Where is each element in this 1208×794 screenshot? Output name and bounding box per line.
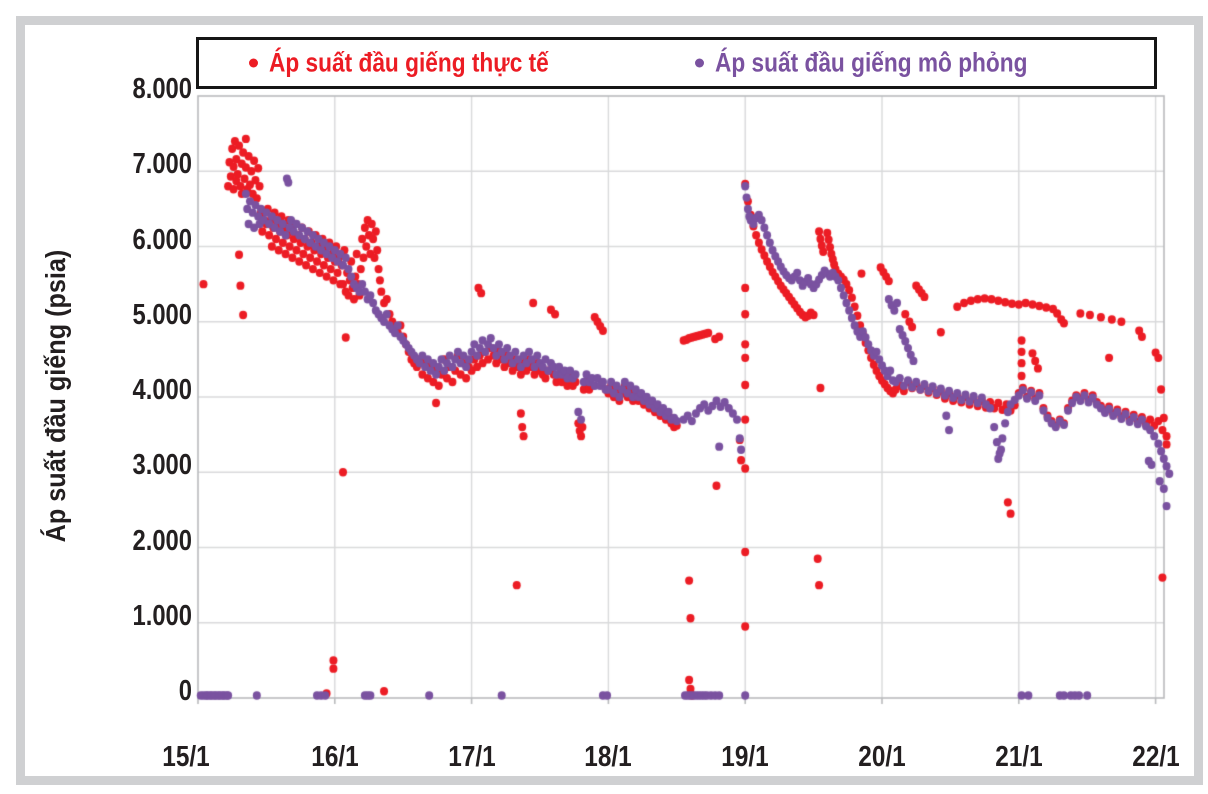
- x-tick-label: 20/1: [858, 741, 906, 773]
- y-tick-label: 1.000: [132, 599, 192, 632]
- x-tick-label: 21/1: [995, 741, 1043, 773]
- y-tick-label: 0: [178, 675, 192, 707]
- y-tick-label: 7.000: [132, 148, 192, 181]
- legend-item-simulated: Áp suất đầu giếng mô phỏng: [695, 48, 1087, 79]
- x-tick-label: 17/1: [447, 741, 496, 773]
- y-tick-label: 3.000: [132, 449, 192, 482]
- y-tick-label: 2.000: [132, 524, 192, 557]
- y-tick-label: 4.000: [132, 374, 192, 406]
- y-tick-label: 5.000: [132, 298, 192, 331]
- y-tick-label: 6.000: [132, 223, 192, 256]
- legend-label-actual: Áp suất đầu giếng thực tế: [269, 47, 549, 78]
- legend-marker-simulated-icon: [695, 58, 704, 68]
- x-tick-label: 18/1: [584, 741, 633, 773]
- legend-marker-actual-icon: [249, 58, 258, 68]
- legend: Áp suất đầu giếng thực tế Áp suất đầu gi…: [196, 37, 1157, 89]
- x-tick-label: 22/1: [1131, 741, 1180, 773]
- x-tick-label: 16/1: [311, 741, 359, 773]
- x-tick-label: 19/1: [721, 741, 769, 773]
- y-axis-title: Áp suất đầu giếng (psia): [40, 249, 71, 543]
- y-tick-label: 8.000: [132, 73, 192, 105]
- x-tick-label: 15/1: [162, 741, 210, 773]
- legend-label-simulated: Áp suất đầu giếng mô phỏng: [715, 47, 1028, 78]
- legend-item-actual: Áp suất đầu giếng thực tế: [249, 48, 602, 79]
